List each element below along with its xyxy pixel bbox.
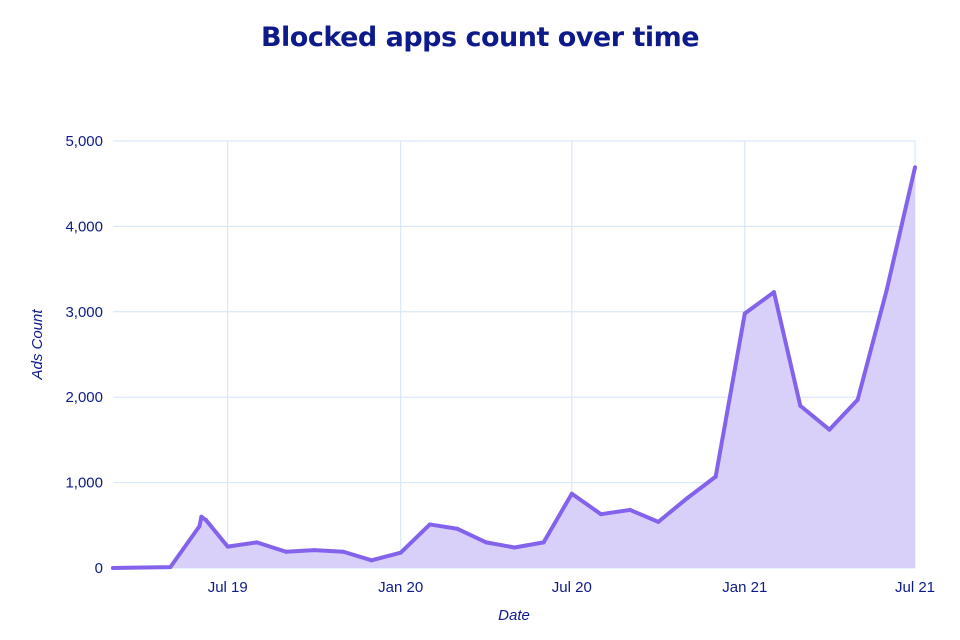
- data-point: [512, 545, 517, 550]
- data-point: [541, 540, 546, 545]
- data-point: [913, 165, 917, 170]
- data-point: [427, 522, 432, 527]
- series-points: [111, 165, 917, 570]
- data-point: [569, 491, 574, 496]
- data-point: [283, 549, 288, 554]
- data-point: [197, 524, 202, 529]
- data-point: [884, 287, 889, 292]
- data-point: [742, 311, 747, 316]
- y-axis-ticks: 0 1,000 2,000 3,000 4,000 5,000: [65, 133, 103, 577]
- data-point: [685, 495, 690, 500]
- data-point: [341, 549, 346, 554]
- data-point: [398, 550, 403, 555]
- y-tick-label: 3,000: [65, 304, 103, 321]
- series-area-fill: [113, 167, 915, 568]
- data-point: [312, 548, 317, 553]
- y-tick-label: 4,000: [65, 218, 103, 235]
- x-axis-label: Date: [498, 607, 530, 624]
- data-point: [111, 566, 115, 570]
- x-tick-label: Jan 20: [378, 579, 423, 596]
- series-line: [111, 165, 917, 570]
- data-point: [484, 540, 489, 545]
- x-tick-label: Jul 19: [208, 579, 248, 596]
- data-point: [827, 427, 832, 432]
- y-tick-label: 0: [95, 560, 103, 577]
- y-tick-label: 1,000: [65, 475, 103, 492]
- x-tick-label: Jan 21: [722, 579, 767, 596]
- x-axis-ticks: Jul 19 Jan 20 Jul 20 Jan 21 Jul 21: [208, 579, 935, 596]
- data-point: [713, 474, 718, 479]
- data-point: [168, 565, 173, 570]
- data-point: [254, 540, 259, 545]
- data-point: [771, 290, 776, 295]
- data-point: [628, 507, 633, 512]
- data-point: [225, 544, 230, 549]
- x-tick-label: Jul 20: [552, 579, 592, 596]
- data-point: [199, 514, 204, 519]
- y-tick-label: 5,000: [65, 133, 103, 150]
- data-point: [656, 519, 661, 524]
- data-point: [369, 558, 374, 563]
- data-point: [455, 526, 460, 531]
- y-tick-label: 2,000: [65, 389, 103, 406]
- data-point: [855, 397, 860, 402]
- x-tick-label: Jul 21: [895, 579, 935, 596]
- chart-title: Blocked apps count over time: [260, 22, 700, 53]
- data-point: [598, 512, 603, 517]
- y-axis-label: Ads Count: [29, 309, 46, 381]
- data-point: [204, 518, 209, 523]
- data-point: [798, 403, 803, 408]
